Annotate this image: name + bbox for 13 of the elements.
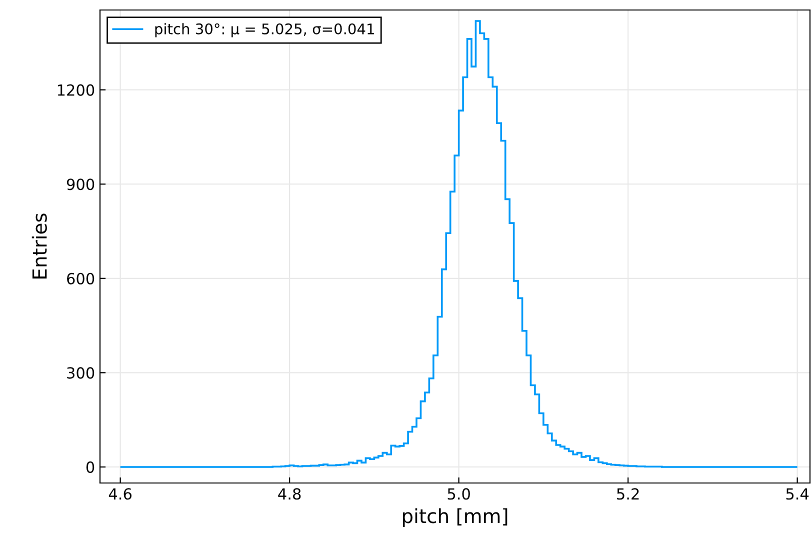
x-axis-title: pitch [mm] (402, 508, 508, 528)
y-axis-title: Entries (32, 214, 47, 278)
x-tick-label: 4.8 (278, 488, 301, 500)
legend-label: pitch 30°: μ = 5.025, σ=0.041 (155, 23, 374, 38)
x-tick-label: 5.0 (448, 488, 470, 500)
x-tick-label: 4.6 (108, 488, 132, 500)
y-tick-label: 300 (67, 367, 94, 379)
y-tick-label: 1200 (58, 84, 94, 96)
x-tick-label: 5.2 (617, 488, 639, 500)
y-tick-label: 600 (67, 272, 94, 284)
y-tick-label: 0 (86, 461, 94, 473)
x-tick-label: 5.4 (786, 488, 809, 500)
y-tick-label: 900 (66, 178, 94, 190)
